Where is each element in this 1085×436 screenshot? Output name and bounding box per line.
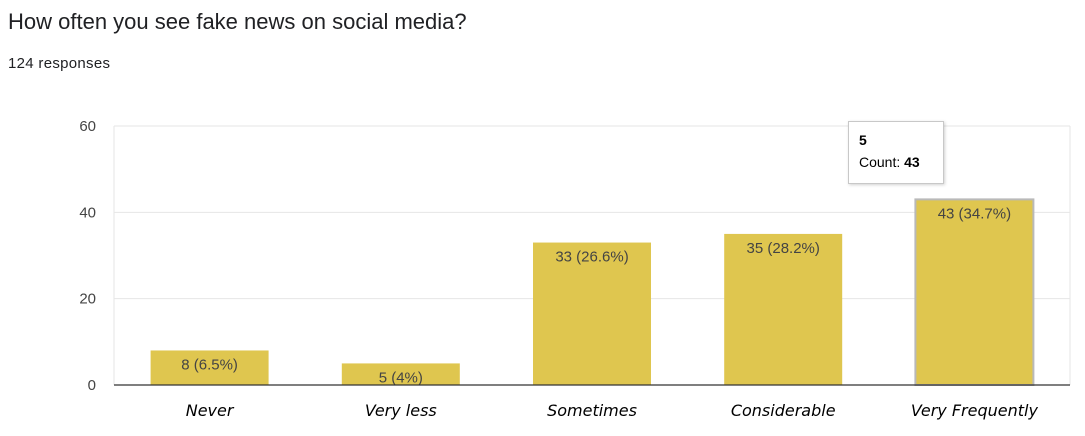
tooltip-label: Count: xyxy=(859,154,901,170)
bar-data-label: 35 (28.2%) xyxy=(747,240,820,257)
bar-data-label: 33 (26.6%) xyxy=(555,249,628,266)
x-category-label: Very less xyxy=(365,401,437,420)
tooltip-title: 5 xyxy=(859,132,867,148)
y-axis-ticks: 0 20 40 60 xyxy=(79,118,96,394)
bar-tooltip: 5 Count: 43 xyxy=(848,121,944,184)
tooltip-value: 43 xyxy=(904,154,920,170)
tooltip-row: Count: 43 xyxy=(859,154,943,170)
bar-data-label: 5 (4%) xyxy=(379,369,423,386)
x-category-label: Considerable xyxy=(731,401,836,420)
x-axis-categories: Never Very less Sometimes Considerable Very … xyxy=(186,401,1039,420)
y-tick-label: 40 xyxy=(79,204,96,221)
bar[interactable] xyxy=(341,363,460,385)
bar[interactable] xyxy=(150,350,269,385)
bar[interactable] xyxy=(533,242,651,385)
x-category-label: Very Frequently xyxy=(911,401,1039,420)
y-tick-label: 0 xyxy=(88,377,96,394)
x-category-label: Sometimes xyxy=(547,401,637,420)
bar-data-label: 43 (34.7%) xyxy=(938,205,1011,222)
bar-data-label: 8 (6.5%) xyxy=(181,356,238,373)
y-tick-label: 60 xyxy=(79,118,96,135)
x-category-label: Never xyxy=(186,401,235,420)
bars: 8 (6.5%) 5 (4%) 33 (26.6%) 35 (28.2%) 43 (34… xyxy=(150,198,1035,386)
response-count: 124 responses xyxy=(8,55,111,72)
chart-title: How often you see fake news on social me… xyxy=(8,9,467,34)
y-tick-label: 20 xyxy=(79,291,96,308)
bar-highlighted[interactable] xyxy=(914,198,1035,386)
bar[interactable] xyxy=(724,233,843,385)
